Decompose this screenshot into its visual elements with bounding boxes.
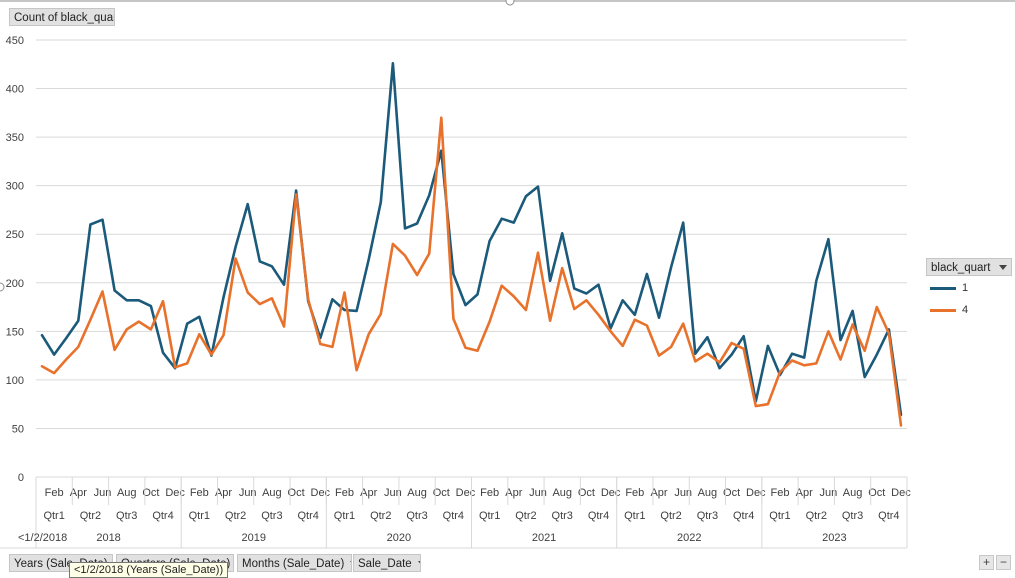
x-quarter-label: Qtr2: [80, 510, 101, 522]
resize-handle-left[interactable]: [0, 283, 4, 291]
x-quarter-label: Qtr3: [842, 510, 863, 522]
sale-date-field-button[interactable]: Sale_Date: [353, 554, 421, 572]
x-quarter-label: Qtr2: [370, 510, 391, 522]
x-month-label: Aug: [407, 487, 427, 499]
chevron-down-icon: [350, 561, 352, 566]
series-line-1[interactable]: [42, 63, 901, 415]
legend-title: black_quart: [931, 262, 990, 274]
x-month-label: Feb: [335, 487, 354, 499]
x-quarter-label: Qtr2: [806, 510, 827, 522]
y-tick-label: 400: [6, 84, 24, 96]
x-month-label: Aug: [698, 487, 718, 499]
x-quarter-label: Qtr4: [297, 510, 318, 522]
x-month-label: Feb: [625, 487, 644, 499]
y-tick-label: 0: [18, 472, 24, 484]
x-month-label: Dec: [311, 487, 331, 499]
zoom-in-button[interactable]: +: [979, 555, 994, 570]
months-field-label: Months (Sale_Date): [242, 558, 344, 570]
x-month-label: Aug: [117, 487, 137, 499]
x-month-label: Dec: [601, 487, 621, 499]
x-quarter-label: Qtr2: [660, 510, 681, 522]
x-month-label: Feb: [45, 487, 64, 499]
x-quarter-label: Qtr3: [552, 510, 573, 522]
x-month-label: Aug: [552, 487, 572, 499]
y-tick-label: 100: [6, 375, 24, 387]
legend-swatch-series-1: [930, 287, 956, 290]
y-tick-label: 250: [6, 229, 24, 241]
chevron-down-icon: [418, 561, 421, 566]
x-quarter-label: Qtr1: [43, 510, 64, 522]
x-quarter-label: Qtr4: [152, 510, 173, 522]
x-quarter-label: Qtr1: [189, 510, 210, 522]
x-quarter-label: Qtr4: [588, 510, 609, 522]
zoom-out-button[interactable]: −: [996, 555, 1011, 570]
x-month-label: Feb: [480, 487, 499, 499]
tooltip: <1/2/2018 (Years (Sale_Date)): [69, 562, 228, 578]
x-quarter-label: Qtr1: [479, 510, 500, 522]
x-quarter-label: Qtr1: [624, 510, 645, 522]
legend-item-series-4[interactable]: 4: [930, 303, 968, 317]
x-year-label: 2019: [242, 532, 266, 544]
x-quarter-label: Qtr2: [225, 510, 246, 522]
x-quarter-label: Qtr3: [261, 510, 282, 522]
x-quarter-label: Qtr4: [443, 510, 464, 522]
x-quarter-label: Qtr1: [334, 510, 355, 522]
y-tick-label: 300: [6, 181, 24, 193]
months-field-button[interactable]: Months (Sale_Date): [237, 554, 352, 572]
x-month-label: Aug: [843, 487, 863, 499]
y-tick-label: 450: [6, 35, 24, 47]
gridlines: [36, 40, 907, 428]
x-year-label: 2022: [677, 532, 701, 544]
y-tick-label: 50: [12, 423, 24, 435]
x-month-label: Dec: [165, 487, 185, 499]
x-quarter-label: Qtr4: [733, 510, 754, 522]
x-quarter-label: Qtr3: [697, 510, 718, 522]
x-quarter-label: Qtr2: [515, 510, 536, 522]
x-quarter-label: Qtr3: [406, 510, 427, 522]
x-month-label: Feb: [770, 487, 789, 499]
y-tick-label: 350: [6, 132, 24, 144]
legend-label-series-4: 4: [962, 304, 968, 316]
x-month-label: Dec: [746, 487, 766, 499]
x-year-label: 2021: [532, 532, 556, 544]
x-quarter-label: Qtr3: [116, 510, 137, 522]
legend-label-series-1: 1: [962, 282, 968, 294]
value-field-button[interactable]: Count of black_quart: [9, 8, 115, 26]
x-month-label: Dec: [891, 487, 911, 499]
y-axis: 0 50 100 150 200 250 300 350 400 450: [6, 35, 24, 484]
chevron-down-icon: [999, 265, 1007, 270]
x-month-label: Dec: [456, 487, 476, 499]
x-quarter-label: Qtr1: [769, 510, 790, 522]
y-tick-label: 150: [6, 326, 24, 338]
series-lines: [42, 63, 901, 425]
x-month-label: Aug: [262, 487, 282, 499]
legend-item-series-1[interactable]: 1: [930, 281, 968, 295]
resize-handle-top[interactable]: [506, 0, 514, 5]
sale-date-field-label: Sale_Date: [358, 558, 412, 570]
x-first-label: <1/2/2018: [18, 532, 67, 544]
legend-filter-button[interactable]: black_quart: [926, 258, 1012, 276]
x-quarter-label: Qtr4: [878, 510, 899, 522]
x-month-label: Feb: [190, 487, 209, 499]
series-line-4[interactable]: [42, 118, 901, 426]
y-tick-label: 200: [6, 278, 24, 290]
x-year-label: 2023: [822, 532, 846, 544]
legend-swatch-series-4: [930, 309, 956, 312]
x-year-label: 2018: [96, 532, 120, 544]
x-year-label: 2020: [387, 532, 411, 544]
